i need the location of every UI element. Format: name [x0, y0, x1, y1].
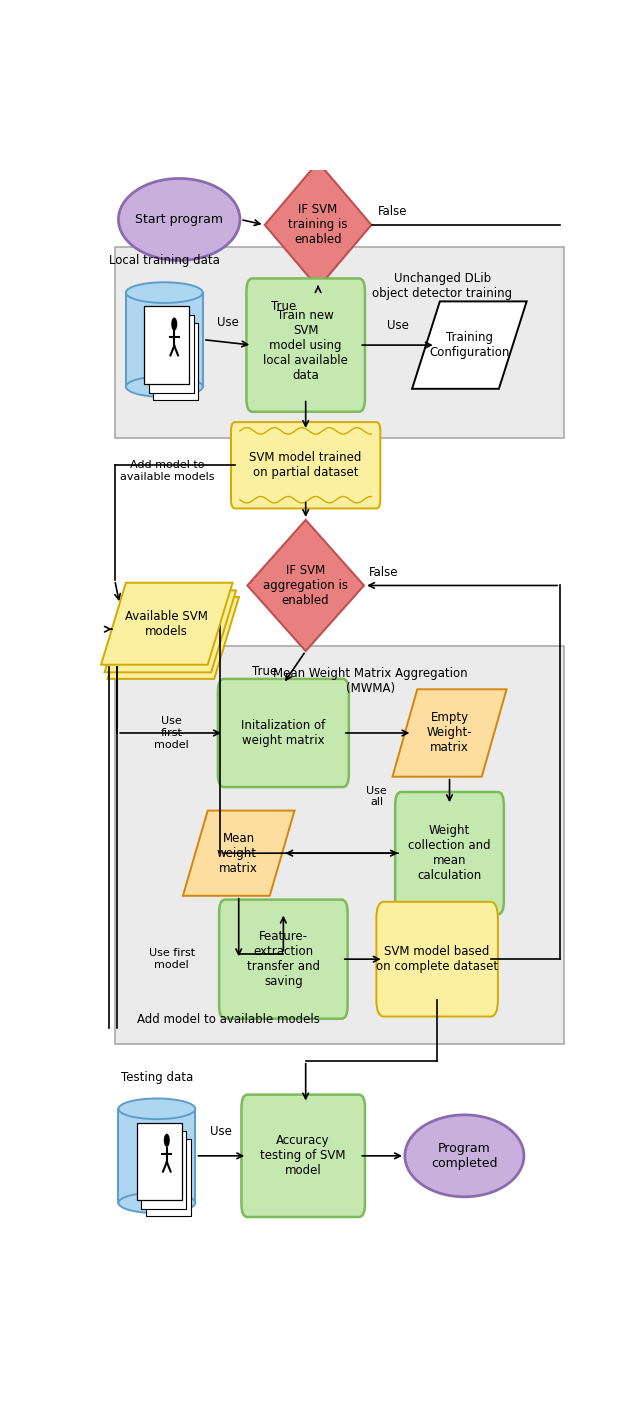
Ellipse shape: [118, 1192, 195, 1213]
FancyBboxPatch shape: [137, 1122, 182, 1200]
Text: False: False: [378, 206, 407, 219]
Polygon shape: [104, 590, 236, 673]
Text: Start program: Start program: [135, 213, 223, 226]
Text: Testing data: Testing data: [121, 1071, 193, 1084]
Text: IF SVM
aggregation is
enabled: IF SVM aggregation is enabled: [263, 563, 348, 607]
Text: Use: Use: [216, 315, 239, 329]
FancyBboxPatch shape: [231, 421, 380, 508]
Ellipse shape: [405, 1115, 524, 1196]
Polygon shape: [248, 519, 364, 651]
Polygon shape: [392, 690, 507, 776]
Polygon shape: [412, 301, 527, 389]
Text: Use: Use: [387, 319, 408, 332]
Polygon shape: [265, 162, 371, 288]
Text: True: True: [271, 301, 296, 314]
Ellipse shape: [126, 282, 203, 302]
Text: Mean
weight-
matrix: Mean weight- matrix: [216, 832, 261, 874]
Text: Training
Configuration: Training Configuration: [429, 331, 509, 359]
Text: Local training data: Local training data: [109, 254, 220, 267]
Ellipse shape: [118, 179, 240, 261]
FancyBboxPatch shape: [141, 1131, 186, 1209]
Ellipse shape: [126, 376, 203, 397]
FancyBboxPatch shape: [115, 247, 564, 438]
Text: Feature-
extraction
transfer and
saving: Feature- extraction transfer and saving: [247, 931, 320, 988]
Text: Weight
collection and
mean
calculation: Weight collection and mean calculation: [408, 824, 491, 883]
FancyBboxPatch shape: [246, 278, 365, 412]
Text: Available SVM
models: Available SVM models: [125, 610, 208, 637]
Text: Unchanged DLib
object detector training: Unchanged DLib object detector training: [372, 272, 512, 299]
FancyBboxPatch shape: [218, 678, 349, 788]
Ellipse shape: [118, 1098, 195, 1120]
Text: Empty
Weight-
matrix: Empty Weight- matrix: [427, 711, 472, 755]
Polygon shape: [183, 810, 294, 895]
Polygon shape: [118, 1108, 195, 1203]
Polygon shape: [126, 292, 203, 386]
FancyBboxPatch shape: [144, 307, 189, 385]
Text: Add model to
available models: Add model to available models: [120, 460, 214, 481]
FancyBboxPatch shape: [376, 902, 498, 1016]
Text: Initalization of
weight matrix: Initalization of weight matrix: [241, 719, 326, 746]
Ellipse shape: [172, 318, 177, 331]
Text: Add model to available models: Add model to available models: [137, 1013, 320, 1026]
FancyBboxPatch shape: [396, 792, 504, 914]
Text: Use first
model: Use first model: [148, 948, 195, 971]
Text: Mean Weight Matrix Aggregation
(MWMA): Mean Weight Matrix Aggregation (MWMA): [273, 667, 467, 695]
Text: Use: Use: [211, 1125, 232, 1138]
FancyBboxPatch shape: [241, 1094, 365, 1218]
Text: IF SVM
training is
enabled: IF SVM training is enabled: [289, 203, 348, 247]
FancyBboxPatch shape: [146, 1139, 191, 1216]
Polygon shape: [108, 597, 239, 678]
Text: Train new
SVM
model using
local available
data: Train new SVM model using local availabl…: [263, 308, 348, 382]
Ellipse shape: [164, 1134, 170, 1147]
Text: SVM model based
on complete dataset: SVM model based on complete dataset: [376, 945, 498, 973]
Text: Program
completed: Program completed: [431, 1142, 498, 1169]
Polygon shape: [101, 583, 232, 664]
Text: True: True: [252, 666, 278, 678]
Text: Accuracy
testing of SVM
model: Accuracy testing of SVM model: [260, 1134, 346, 1178]
FancyBboxPatch shape: [148, 315, 194, 393]
FancyBboxPatch shape: [219, 900, 348, 1019]
Text: Use
first
model: Use first model: [154, 717, 189, 749]
Text: Use
all: Use all: [366, 786, 387, 807]
Text: False: False: [369, 566, 398, 579]
Text: SVM model trained
on partial dataset: SVM model trained on partial dataset: [250, 451, 362, 480]
FancyBboxPatch shape: [153, 322, 198, 400]
FancyBboxPatch shape: [115, 646, 564, 1044]
